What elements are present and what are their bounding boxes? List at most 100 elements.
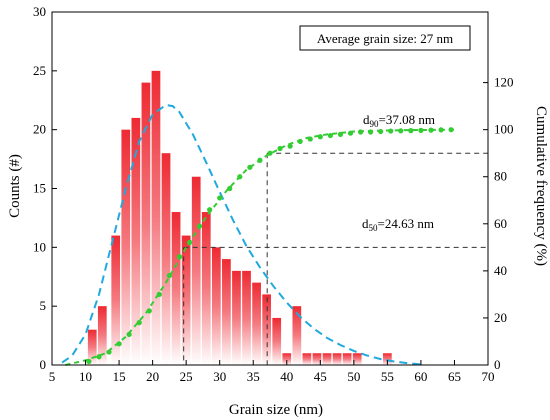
cumulative-curve [65, 127, 455, 366]
y2-axis-title: Cumulative frequency (%) [533, 106, 549, 266]
y-tick-label: 0 [40, 357, 47, 372]
cumulative-point [86, 358, 92, 365]
histogram-bar [201, 212, 211, 365]
cumulative-point [317, 134, 323, 140]
x-tick-label: 60 [414, 369, 427, 384]
cumulative-point [327, 132, 333, 139]
y-tick-label: 15 [33, 181, 46, 196]
cumulative-point [196, 223, 203, 229]
y2-tick-label: 20 [494, 310, 507, 325]
y2-tick-label: 80 [494, 169, 507, 184]
x-tick-label: 10 [79, 369, 92, 384]
cumulative-point [186, 240, 193, 246]
annotation-d90: d90=37.08 nm [363, 112, 435, 129]
y-tick-label: 20 [33, 122, 46, 137]
x-tick-label: 35 [247, 369, 260, 384]
histogram-bar [211, 247, 221, 365]
cumulative-point [227, 185, 233, 192]
histogram-bar [342, 353, 352, 365]
cumulative-point [116, 341, 122, 347]
fit-curve [61, 103, 421, 366]
histogram-bar [191, 176, 201, 365]
legend-box-frame [299, 25, 471, 51]
cumulative-point [247, 164, 253, 170]
histogram-bar [222, 259, 231, 365]
y-tick-label: 10 [33, 239, 46, 254]
y-tick-label: 30 [33, 4, 46, 19]
x-tick-label: 70 [482, 369, 495, 384]
histogram-bar [171, 212, 181, 365]
cumulative-point [448, 127, 454, 133]
x-tick-label: 25 [180, 369, 193, 384]
histogram-bar [282, 353, 292, 365]
cumulative-point [357, 129, 364, 135]
cumulative-point [418, 127, 424, 133]
y-tick-label: 5 [40, 298, 47, 313]
histogram-bar [302, 353, 312, 365]
y-tick-label: 25 [33, 63, 46, 78]
histogram-bar [272, 317, 282, 365]
gaussian-fit-line [61, 103, 421, 366]
x-axis-title: Grain size (nm) [229, 402, 323, 418]
histogram-bar [181, 235, 191, 365]
axes [51, 11, 489, 366]
histogram-bar [242, 270, 251, 365]
histogram-bar [232, 270, 241, 365]
y-axis-title: Counts (#) [7, 154, 23, 218]
histogram-bar [352, 353, 362, 365]
cumulative-point [237, 174, 243, 180]
cumulative-point [337, 131, 344, 137]
cumulative-point [257, 157, 263, 163]
cumulative-point [106, 349, 112, 355]
annotation-d50-label: d50=24.63 nm [362, 216, 434, 233]
cumulative-point [146, 308, 152, 314]
cumulative-point [438, 127, 444, 133]
bars [87, 70, 392, 366]
x-tick-label: 55 [381, 369, 394, 384]
x-tick-label: 50 [347, 369, 360, 384]
y-tick-labels: 0 5 10 15 20 25 30 [33, 4, 46, 372]
histogram-bar [383, 353, 392, 365]
histogram-bar [151, 70, 161, 365]
legend-box-text: Average grain size: 27 nm [317, 31, 453, 46]
y2-tick-labels: 0 20 40 60 80 100 120 [494, 75, 514, 372]
cumulative-point [307, 136, 313, 142]
x-tick-labels: 5 10 15 20 25 30 35 40 45 50 55 60 65 70 [49, 369, 495, 384]
cumulative-point [398, 128, 404, 134]
cumulative-point [388, 128, 394, 134]
cumulative-point [126, 331, 132, 338]
cumulative-point [267, 150, 273, 156]
y2-tick-label: 120 [494, 75, 514, 90]
x-tick-label: 45 [314, 369, 327, 384]
legend-box: Average grain size: 27 nm [299, 25, 471, 51]
cumulative-point [347, 130, 354, 136]
histogram-bar [292, 306, 302, 365]
x-tick-label: 40 [280, 369, 293, 384]
cumulative-point [176, 254, 183, 260]
cumulative-point [136, 320, 142, 326]
y2-tick-label: 100 [494, 122, 514, 137]
histogram-bar [121, 129, 131, 365]
x-tick-label: 20 [146, 369, 159, 384]
histogram-bar [87, 329, 97, 365]
histogram-bar [262, 294, 272, 365]
histogram-bar [97, 306, 107, 365]
x-tick-label: 65 [448, 369, 461, 384]
histogram-bar [322, 353, 332, 365]
annotation-d90-label: d90=37.08 nm [363, 112, 435, 129]
y2-tick-label: 40 [494, 263, 507, 278]
x-tick-label: 15 [113, 369, 126, 384]
cumulative-point [96, 354, 102, 360]
cumulative-point [277, 145, 283, 152]
cumulative-point [217, 195, 223, 201]
y2-tick-label: 60 [494, 216, 507, 231]
histogram-bar [111, 235, 121, 365]
cumulative-point [156, 291, 162, 297]
histogram-bar [161, 153, 171, 365]
cumulative-point [287, 143, 293, 149]
cumulative-point [408, 128, 414, 134]
guide-lines [183, 152, 488, 365]
histogram-bar [131, 117, 141, 366]
annotation-d50: d50=24.63 nm [362, 216, 434, 233]
y2-tick-label: 0 [494, 357, 501, 372]
